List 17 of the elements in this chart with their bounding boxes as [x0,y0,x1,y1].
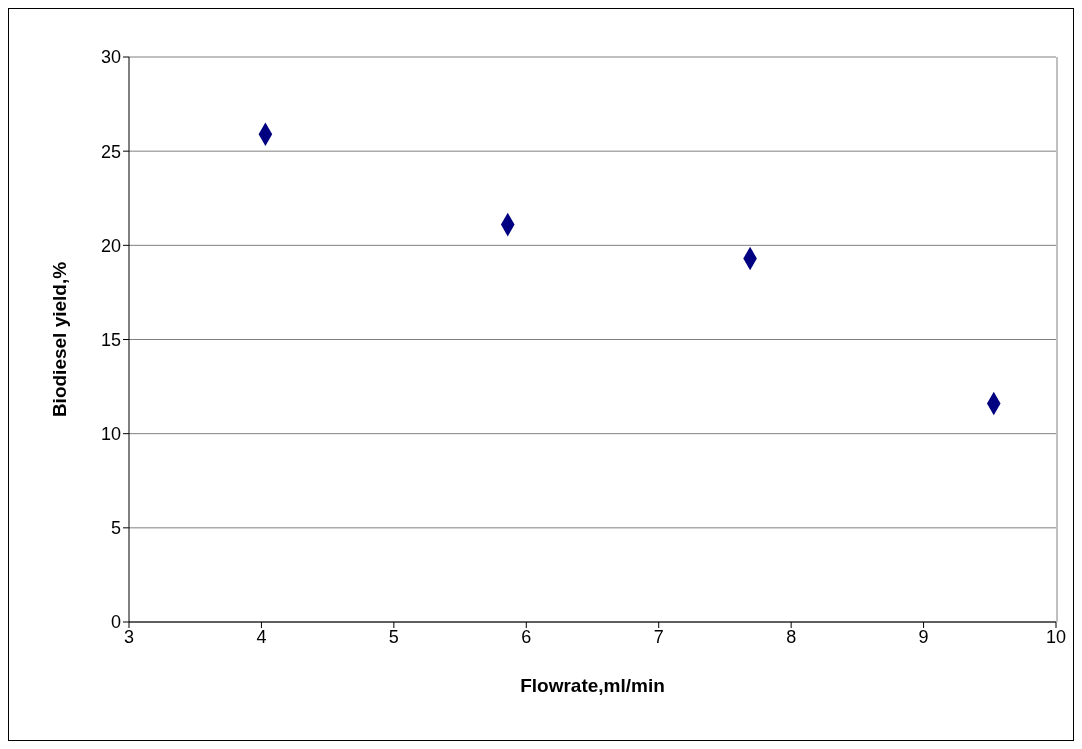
x-tick-label: 6 [521,626,532,647]
y-tick-label: 0 [110,612,121,633]
y-tick-label: 5 [110,518,121,539]
y-axis-title: Biodiesel yield,% [48,261,70,418]
x-axis-title: Flowrate,ml/min [520,675,665,696]
y-tick-label: 25 [100,141,121,162]
y-tick-label: 10 [100,424,121,445]
x-tick-label: 4 [256,626,267,647]
x-tick-label: 9 [918,626,929,647]
y-tick-label: 15 [100,329,121,350]
y-tick-label: 20 [100,235,121,256]
x-tick-label: 3 [123,626,135,647]
x-tick-label: 10 [1045,626,1067,647]
y-tick-label: 30 [100,47,121,68]
x-tick-label: 7 [653,626,664,647]
x-tick-label: 5 [388,626,399,647]
x-tick-label: 8 [786,626,797,647]
